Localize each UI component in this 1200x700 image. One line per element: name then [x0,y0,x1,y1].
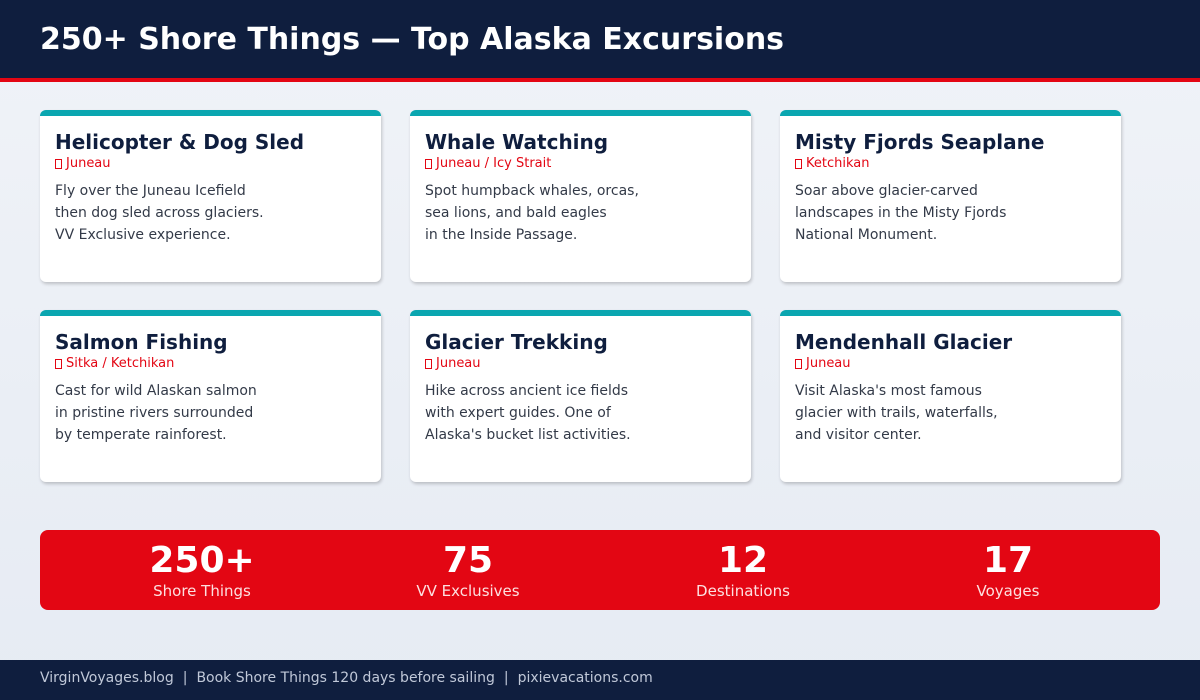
stat-label: Voyages [976,582,1040,600]
excursion-card: Misty Fjords Seaplane Ketchikan Soar above… [780,110,1121,282]
card-location: Juneau [425,356,481,371]
description-line: Hike across ancient ice fields [425,383,629,399]
card-title: Misty Fjords Seaplane [795,130,1045,154]
pin-icon [795,158,802,169]
description-line: Cast for wild Alaskan salmon [55,383,257,399]
description-line: in pristine rivers surrounded [55,405,254,421]
footer: VirginVoyages.blog | Book Shore Things 120… [0,660,1200,700]
excursion-card: Salmon Fishing Sitka / Ketchikan Cast for … [40,310,381,482]
excursion-card: Whale Watching Juneau / Icy Strait Spot hu… [410,110,751,282]
description-line: VV Exclusive experience. [55,227,231,243]
footer-item: pixievacations.com [517,670,653,686]
description-line: and visitor center. [795,427,922,443]
stat: 75 VV Exclusives [368,540,568,600]
card-title: Whale Watching [425,130,609,154]
description-line: Soar above glacier-carved [795,183,978,199]
card-description: Visit Alaska's most famous glacier with t… [795,380,998,446]
card-location: Juneau / Icy Strait [425,156,551,171]
stat-label: VV Exclusives [416,582,520,600]
pin-icon [795,358,802,369]
location-text: Sitka / Ketchikan [66,356,175,371]
card-location: Juneau [795,356,851,371]
description-line: in the Inside Passage. [425,227,578,243]
excursion-card: Mendenhall Glacier Juneau Visit Alaska's m… [780,310,1121,482]
location-text: Juneau [66,156,111,171]
separator: | [503,670,509,686]
stat-label: Destinations [696,582,790,600]
card-description: Soar above glacier-carved landscapes in t… [795,180,1006,246]
location-text: Juneau [806,356,851,371]
card-location: Ketchikan [795,156,869,171]
stats-bar: 250+ Shore Things 75 VV Exclusives 12 Destina… [40,530,1160,610]
stat-value: 250+ [149,540,255,581]
stat: 17 Voyages [908,540,1108,600]
card-title: Glacier Trekking [425,330,608,354]
stat: 12 Destinations [643,540,843,600]
stat-value: 75 [442,540,494,581]
stat: 250+ Shore Things [102,540,302,600]
card-title: Mendenhall Glacier [795,330,1013,354]
card-description: Cast for wild Alaskan salmon in pristine … [55,380,257,446]
description-line: glacier with trails, waterfalls, [795,405,998,421]
card-location: Sitka / Ketchikan [55,356,174,371]
description-line: sea lions, and bald eagles [425,205,607,221]
stat-value: 17 [982,540,1034,581]
description-line: by temperate rainforest. [55,427,227,443]
pin-icon [55,158,62,169]
stat-label: Shore Things [153,582,251,600]
stat-value: 12 [717,540,769,581]
description-line: National Monument. [795,227,938,243]
pin-icon [55,358,62,369]
footer-item: VirginVoyages.blog [40,670,174,686]
description-line: Fly over the Juneau Icefield [55,183,246,199]
pin-icon [425,158,432,169]
card-title: Salmon Fishing [55,330,228,354]
pin-icon [425,358,432,369]
excursion-card: Helicopter & Dog Sled Juneau Fly over the … [40,110,381,282]
description-line: Visit Alaska's most famous [795,383,982,399]
card-description: Spot humpback whales, orcas, sea lions, a… [425,180,639,246]
location-text: Ketchikan [806,156,870,171]
description-line: Spot humpback whales, orcas, [425,183,639,199]
header: 250+ Shore Things — Top Alaska Excursion… [0,0,1200,82]
page-title: 250+ Shore Things — Top Alaska Excursion… [40,22,785,57]
card-description: Hike across ancient ice fields with exper… [425,380,631,446]
card-title: Helicopter & Dog Sled [55,130,305,154]
excursion-card: Glacier Trekking Juneau Hike across ancien… [410,310,751,482]
description-line: landscapes in the Misty Fjords [795,205,1007,221]
description-line: with expert guides. One of [425,405,611,421]
location-text: Juneau / Icy Strait [436,156,552,171]
location-text: Juneau [436,356,481,371]
description-line: Alaska's bucket list activities. [425,427,631,443]
card-description: Fly over the Juneau Icefield then dog sle… [55,180,264,246]
card-location: Juneau [55,156,111,171]
separator: | [182,670,188,686]
description-line: then dog sled across glaciers. [55,205,264,221]
footer-item: Book Shore Things 120 days before sailin… [196,670,495,686]
